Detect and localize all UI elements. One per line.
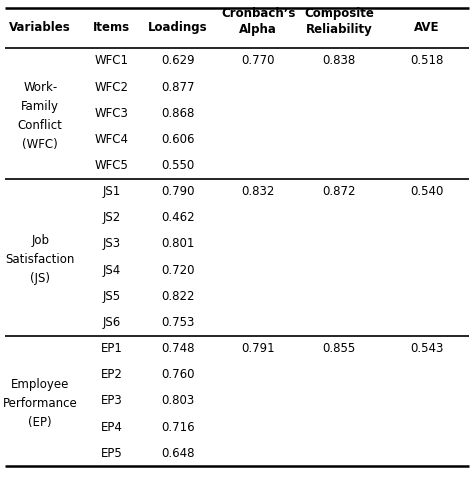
Text: (JS): (JS) xyxy=(30,272,50,285)
Text: (WFC): (WFC) xyxy=(22,138,58,151)
Text: 0.462: 0.462 xyxy=(161,211,194,224)
Text: Work-: Work- xyxy=(23,80,57,94)
Text: 0.760: 0.760 xyxy=(161,368,194,381)
Text: JS5: JS5 xyxy=(102,290,120,303)
Text: EP1: EP1 xyxy=(100,342,122,355)
Text: 0.716: 0.716 xyxy=(161,421,194,434)
Text: Cronbach’s
Alpha: Cronbach’s Alpha xyxy=(221,7,295,36)
Text: WFC5: WFC5 xyxy=(94,159,128,172)
Text: Items: Items xyxy=(93,21,130,34)
Text: 0.518: 0.518 xyxy=(410,54,443,67)
Text: AVE: AVE xyxy=(414,21,439,34)
Text: 0.648: 0.648 xyxy=(161,447,194,460)
Text: 0.540: 0.540 xyxy=(410,185,443,198)
Text: 0.606: 0.606 xyxy=(161,133,194,146)
Text: EP2: EP2 xyxy=(100,368,122,381)
Text: 0.832: 0.832 xyxy=(242,185,275,198)
Text: JS3: JS3 xyxy=(102,237,120,250)
Text: JS6: JS6 xyxy=(102,316,120,329)
Text: WFC3: WFC3 xyxy=(94,107,128,120)
Text: 0.877: 0.877 xyxy=(161,80,194,94)
Text: 0.855: 0.855 xyxy=(322,342,356,355)
Text: 0.629: 0.629 xyxy=(161,54,194,67)
Text: 0.770: 0.770 xyxy=(242,54,275,67)
Text: JS4: JS4 xyxy=(102,264,120,277)
Text: WFC4: WFC4 xyxy=(94,133,128,146)
Text: 0.868: 0.868 xyxy=(161,107,194,120)
Text: Loadings: Loadings xyxy=(148,21,208,34)
Text: Family: Family xyxy=(21,100,59,113)
Text: 0.790: 0.790 xyxy=(161,185,194,198)
Text: 0.822: 0.822 xyxy=(161,290,194,303)
Text: 0.872: 0.872 xyxy=(322,185,356,198)
Text: EP4: EP4 xyxy=(100,421,122,434)
Text: 0.803: 0.803 xyxy=(161,394,194,407)
Text: 0.543: 0.543 xyxy=(410,342,443,355)
Text: Job: Job xyxy=(31,234,49,247)
Text: Satisfaction: Satisfaction xyxy=(6,253,75,266)
Text: Composite
Reliability: Composite Reliability xyxy=(304,7,374,36)
Text: 0.838: 0.838 xyxy=(322,54,356,67)
Text: 0.801: 0.801 xyxy=(161,237,194,250)
Text: 0.550: 0.550 xyxy=(161,159,194,172)
Text: WFC2: WFC2 xyxy=(94,80,128,94)
Text: 0.791: 0.791 xyxy=(242,342,275,355)
Text: Variables: Variables xyxy=(9,21,71,34)
Text: 0.720: 0.720 xyxy=(161,264,194,277)
Text: JS2: JS2 xyxy=(102,211,120,224)
Text: 0.753: 0.753 xyxy=(161,316,194,329)
Text: 0.748: 0.748 xyxy=(161,342,194,355)
Text: EP5: EP5 xyxy=(100,447,122,460)
Text: Conflict: Conflict xyxy=(18,119,63,132)
Text: WFC1: WFC1 xyxy=(94,54,128,67)
Text: Employee: Employee xyxy=(11,378,70,391)
Text: Performance: Performance xyxy=(3,397,78,410)
Text: JS1: JS1 xyxy=(102,185,120,198)
Text: (EP): (EP) xyxy=(28,416,52,429)
Text: EP3: EP3 xyxy=(100,394,122,407)
